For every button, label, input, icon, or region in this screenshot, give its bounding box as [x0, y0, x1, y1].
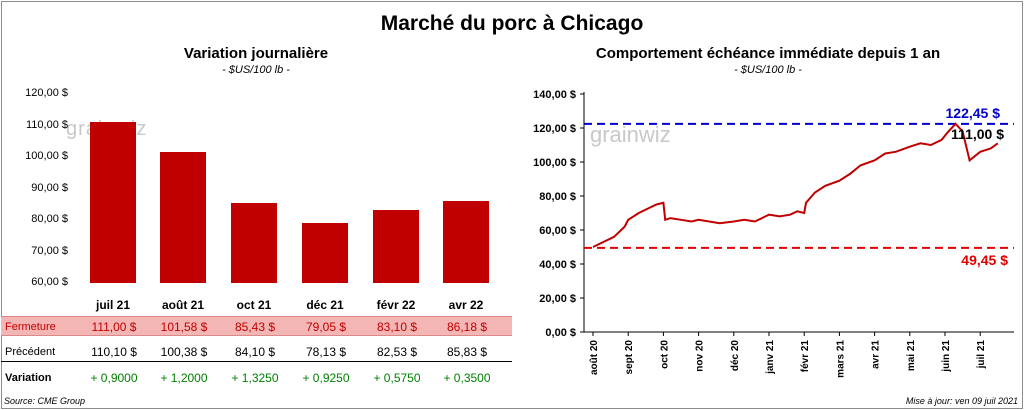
y-tick-label: 60,00 $ — [31, 276, 68, 288]
y-tick-label: 110,00 $ — [25, 118, 68, 131]
table-cell: 101,58 $ — [160, 320, 208, 334]
table-cell: 85,83 $ — [446, 345, 488, 359]
category-label: déc 21 — [306, 298, 344, 312]
table-cell: 86,18 $ — [446, 320, 488, 334]
bar — [373, 210, 419, 283]
x-tick-label: oct 20 — [659, 340, 670, 369]
table-cell: 82,53 $ — [376, 345, 418, 359]
table-cell: + 0,9250 — [302, 371, 350, 385]
row-label: Variation — [5, 372, 52, 384]
main-title: Marché du porc à Chicago — [380, 12, 644, 35]
y-tick-label: 100,00 $ — [25, 150, 68, 162]
table-cell: 85,43 $ — [234, 320, 276, 334]
x-tick-label: févr 21 — [800, 340, 811, 373]
table-cell: + 0,5750 — [373, 371, 421, 385]
watermark-right: grainwiz — [590, 122, 671, 147]
bar — [302, 222, 348, 283]
left-chart-unit: - $US/100 lb - — [222, 64, 290, 76]
x-tick-label: juil 21 — [976, 340, 987, 370]
table-cell: 100,38 $ — [160, 345, 208, 359]
low-value-label: 49,45 $ — [961, 252, 1008, 268]
source-note: Source: CME Group — [4, 396, 86, 406]
bar — [231, 202, 277, 283]
x-tick-label: déc 20 — [730, 340, 741, 372]
table-cell: + 1,2000 — [160, 371, 208, 385]
row-label: Fermeture — [5, 321, 56, 333]
category-label: avr 22 — [448, 298, 484, 312]
x-tick-label: avr 21 — [871, 340, 882, 369]
x-tick-label: sept 20 — [624, 340, 635, 375]
precedent-row: Précédent 110,10 $ 100,38 $ 84,10 $ 78,13 $ 8… — [1, 342, 512, 362]
category-label: août 21 — [161, 298, 204, 312]
table-cell: 111,00 $ — [91, 320, 137, 334]
left-chart-title: Variation journalière — [183, 45, 329, 62]
bar — [443, 200, 489, 283]
x-tick-label: mai 21 — [906, 340, 917, 372]
bar — [160, 152, 206, 283]
category-label: juil 21 — [95, 298, 130, 312]
category-label: févr 22 — [376, 298, 416, 312]
table-cell: 78,13 $ — [305, 345, 347, 359]
fermeture-row: Fermeture 111,00 $ 101,58 $ 85,43 $ 79,05 $ 8… — [1, 316, 512, 336]
y-tick-label: 80,00 $ — [539, 191, 576, 203]
bar — [90, 122, 136, 283]
x-tick-label: mars 21 — [835, 340, 846, 378]
y-tick-label: 0,00 $ — [545, 327, 576, 339]
table-cell: 110,10 $ — [91, 345, 137, 359]
y-tick-label: 90,00 $ — [31, 181, 68, 194]
table-cell: 84,10 $ — [234, 345, 276, 359]
y-tick-label: 120,00 $ — [25, 87, 68, 99]
price-series-line — [592, 122, 999, 248]
y-tick-label: 40,00 $ — [539, 259, 576, 271]
table-cell: + 1,3250 — [231, 371, 279, 385]
y-tick-label: 100,00 $ — [533, 157, 576, 169]
y-tick-label: 80,00 $ — [31, 213, 68, 225]
y-tick-label: 140,00 $ — [533, 89, 576, 101]
y-tick-label: 20,00 $ — [539, 293, 576, 305]
x-tick-label: août 20 — [589, 340, 600, 375]
table-cell: 79,05 $ — [305, 320, 347, 334]
x-tick-label: juin 21 — [941, 340, 952, 373]
x-tick-label: janv 21 — [765, 340, 776, 375]
row-label: Précédent — [5, 346, 56, 358]
last-value-label: 111,00 $ — [951, 126, 1004, 142]
right-chart-title: Comportement échéance immédiate depuis 1… — [595, 45, 941, 62]
update-note: Mise à jour: ven 09 juil 2021 — [905, 396, 1018, 406]
table-cell: + 0,3500 — [443, 371, 491, 385]
table-cell: 83,10 $ — [376, 320, 418, 334]
category-label: oct 21 — [236, 298, 272, 312]
x-tick-label: nov 20 — [695, 340, 706, 372]
y-tick-label: 120,00 $ — [533, 123, 576, 135]
y-tick-label: 60,00 $ — [539, 225, 576, 237]
y-tick-label: 70,00 $ — [31, 244, 68, 257]
high-value-label: 122,45 $ — [946, 105, 1001, 121]
variation-row: Variation + 0,9000 + 1,2000 + 1,3250 + 0,925… — [1, 368, 512, 388]
right-chart-unit: - $US/100 lb - — [734, 64, 802, 76]
table-cell: + 0,9000 — [90, 371, 138, 385]
